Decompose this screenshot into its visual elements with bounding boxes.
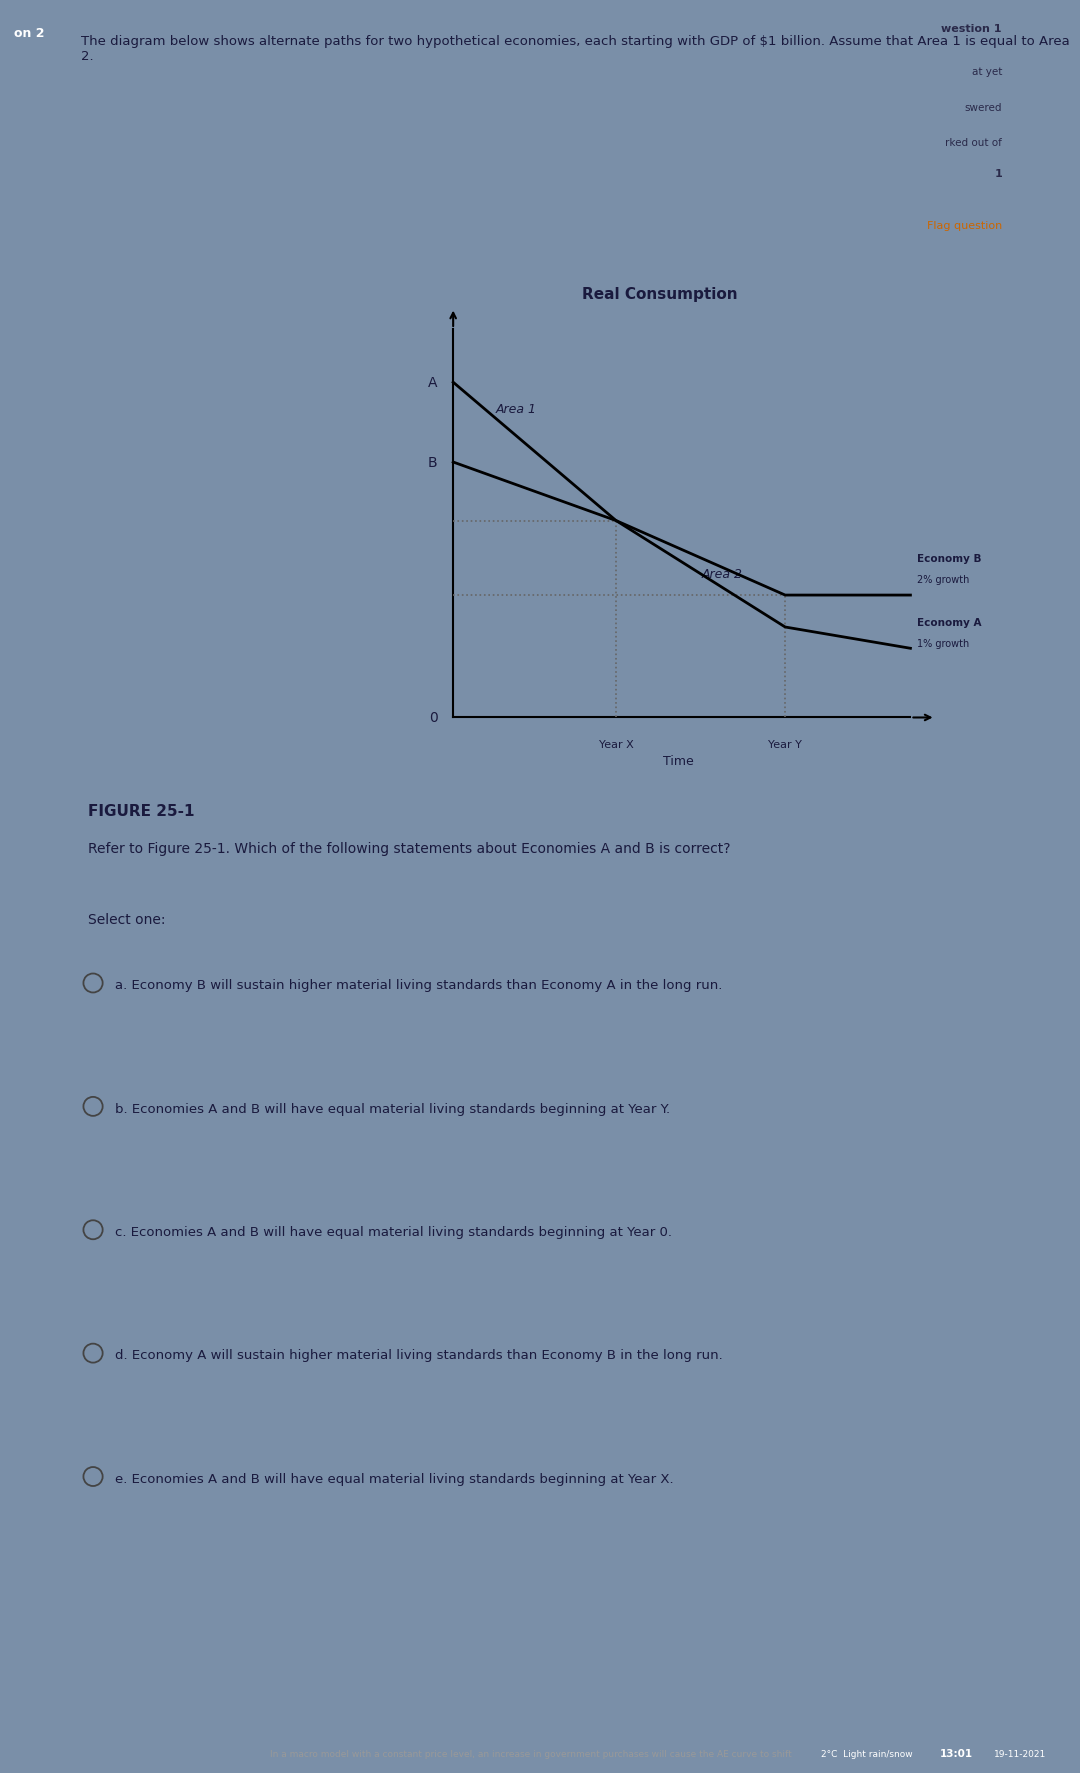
Text: Time: Time bbox=[663, 754, 694, 768]
Text: Year Y: Year Y bbox=[768, 739, 802, 750]
Text: a. Economy B will sustain higher material living standards than Economy A in the: a. Economy B will sustain higher materia… bbox=[116, 979, 723, 991]
Text: b. Economies A and B will have equal material living standards beginning at Year: b. Economies A and B will have equal mat… bbox=[116, 1103, 671, 1115]
Text: Area 2: Area 2 bbox=[702, 567, 743, 582]
Text: Economy A: Economy A bbox=[917, 617, 982, 628]
Text: Economy B: Economy B bbox=[917, 553, 982, 564]
Text: 13:01: 13:01 bbox=[940, 1748, 973, 1759]
Text: FIGURE 25-1: FIGURE 25-1 bbox=[89, 803, 194, 817]
Text: e. Economies A and B will have equal material living standards beginning at Year: e. Economies A and B will have equal mat… bbox=[116, 1472, 674, 1486]
Text: Area 1: Area 1 bbox=[496, 402, 537, 417]
Text: The diagram below shows alternate paths for two hypothetical economies, each sta: The diagram below shows alternate paths … bbox=[81, 35, 1070, 64]
Text: B: B bbox=[428, 456, 437, 470]
Text: Real Consumption: Real Consumption bbox=[582, 287, 738, 301]
Text: Year X: Year X bbox=[598, 739, 633, 750]
Text: at yet: at yet bbox=[972, 67, 1002, 78]
Text: 1: 1 bbox=[995, 168, 1002, 179]
Text: A: A bbox=[428, 376, 437, 390]
Text: on 2: on 2 bbox=[14, 27, 45, 39]
Text: westion 1: westion 1 bbox=[942, 25, 1002, 34]
Text: 19-11-2021: 19-11-2021 bbox=[994, 1748, 1045, 1759]
Text: 2°C  Light rain/snow: 2°C Light rain/snow bbox=[821, 1748, 913, 1759]
Text: d. Economy A will sustain higher material living standards than Economy B in the: d. Economy A will sustain higher materia… bbox=[116, 1349, 723, 1362]
Text: c. Economies A and B will have equal material living standards beginning at Year: c. Economies A and B will have equal mat… bbox=[116, 1225, 672, 1238]
Text: rked out of: rked out of bbox=[945, 138, 1002, 147]
Text: 2% growth: 2% growth bbox=[917, 574, 969, 585]
Text: In a macro model with a constant price level, an increase in government purchase: In a macro model with a constant price l… bbox=[270, 1748, 792, 1759]
Text: Refer to Figure 25-1. Which of the following statements about Economies A and B : Refer to Figure 25-1. Which of the follo… bbox=[89, 840, 731, 855]
Text: 0: 0 bbox=[429, 711, 437, 725]
Text: Select one:: Select one: bbox=[89, 913, 165, 926]
Text: Flag question: Flag question bbox=[927, 222, 1002, 230]
Text: swered: swered bbox=[964, 103, 1002, 112]
Text: 1% growth: 1% growth bbox=[917, 638, 969, 649]
